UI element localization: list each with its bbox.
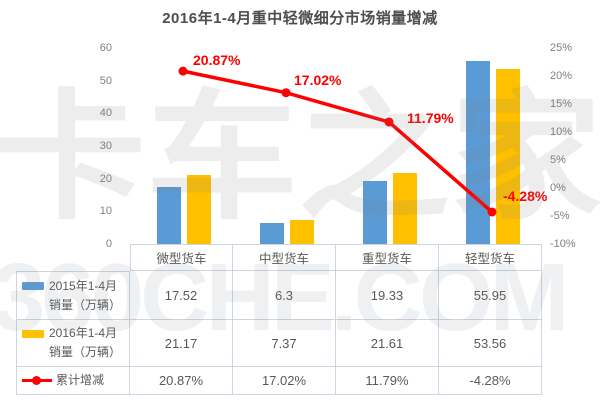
right-axis-tick-15: 15% [550,98,573,110]
table-cell-r1-c0: 21.17 [130,320,233,367]
table-cell-r0-c1: 6.3 [233,271,336,320]
left-axis-tick-30: 30 [99,140,112,152]
table-row-label-1: 2016年1-4月 销量（万辆） [16,320,130,367]
trend-point-label-3: -4.28% [503,188,548,204]
left-axis-tick-20: 20 [99,172,112,185]
table-cell-r2-c3: -4.28% [439,367,542,395]
left-axis-tick-40: 40 [99,107,112,120]
table-cell-r0-c3: 55.95 [439,271,542,320]
legend-bar-2015-swatch-icon [22,282,44,290]
legend-line-marker-icon [22,376,52,385]
right-axis-tick-5: 5% [550,154,566,166]
right-axis-tick-0: 0% [550,182,566,194]
legend-entry-2: 累计增减 [22,371,104,390]
bar-series1-cat0 [187,174,211,244]
bar-series1-cat2 [393,173,417,244]
table-cell-r0-c0: 17.52 [130,271,233,320]
bar-series0-cat0 [157,186,181,244]
right-axis-tick--10: -10% [550,238,576,250]
row-label-line2: 销量（万辆） [49,297,122,312]
right-axis-tick-10: 10% [550,126,573,138]
trend-point-1 [281,88,291,98]
left-axis-tick-50: 50 [99,74,112,87]
bar-series0-cat1 [260,223,284,244]
table-header-cat-0: 微型货车 [130,244,233,271]
table-row-label-0: 2015年1-4月 销量（万辆） [16,271,130,320]
table-cell-r2-c0: 20.87% [130,367,233,395]
trend-point-2 [384,117,394,127]
legend-entry-1: 2016年1-4月 [22,324,117,343]
table-row-label-2: 累计增减 [16,367,130,395]
right-axis-tick-25: 25% [550,42,573,54]
table-cell-r1-c1: 7.37 [233,320,336,367]
legend-dot-icon [32,376,41,385]
row-label-line2: 销量（万辆） [49,345,122,359]
bar-series1-cat3 [496,69,520,244]
trend-line [178,66,497,217]
table-cell-r1-c3: 53.56 [439,320,542,367]
chart-title: 2016年1-4月重中轻微细分市场销量增减 [162,10,438,27]
bar-series0-cat3 [466,61,490,244]
row-label-line1: 2016年1-4月 [49,326,118,340]
row-label-line1: 2015年1-4月 [49,278,118,293]
left-axis-tick-60: 60 [99,42,112,54]
legend-entry-0: 2015年1-4月 [22,277,117,296]
trend-point-label-2: 11.79% [407,110,454,126]
row-label-line1: 累计增减 [56,373,105,387]
right-axis-tick--5: -5% [550,210,570,222]
data-table: 微型货车 中型货车 重型货车 轻型货车 2015年1-4月 销量（万辆） 17.52 6.3 1… [16,244,542,395]
table-header-cat-2: 重型货车 [336,244,439,271]
trend-point-label-1: 17.02% [294,72,342,88]
right-axis-tick-20: 20% [550,70,573,82]
table-cell-r1-c2: 21.61 [336,320,439,367]
bar-series1-cat1 [290,219,314,244]
bar-series0-cat2 [363,180,387,244]
table-cell-r0-c2: 19.33 [336,271,439,320]
trend-point-label-0: 20.87% [193,52,241,68]
trend-point-0 [178,66,188,76]
table-header-cat-3: 轻型货车 [439,244,542,271]
table-header-cat-1: 中型货车 [233,244,336,271]
table-cell-r2-c2: 11.79% [336,367,439,395]
table-cell-r2-c1: 17.02% [233,367,336,395]
legend-bar-2016-swatch-icon [22,329,44,338]
trend-point-3 [487,207,497,217]
left-axis-tick-10: 10 [99,205,112,218]
plot-area: 20.87% 17.02% 11.79% -4.28% [130,48,547,244]
left-axis-tick-0: 0 [105,238,112,250]
